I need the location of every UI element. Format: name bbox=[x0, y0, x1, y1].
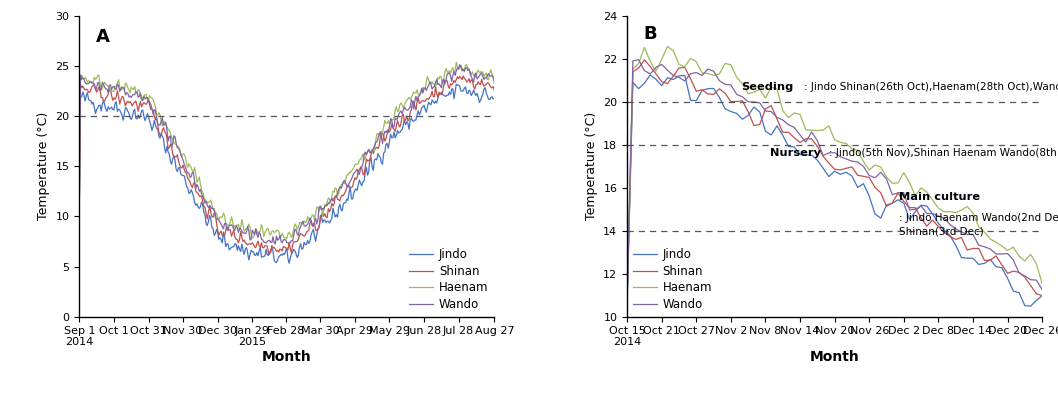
Haenam bbox=[150, 112, 163, 117]
Jindo bbox=[282, 261, 295, 266]
Jindo bbox=[325, 219, 338, 223]
Wando bbox=[73, 191, 86, 196]
Wando bbox=[1001, 251, 1014, 256]
Line: Wando: Wando bbox=[627, 60, 1042, 300]
Haenam bbox=[661, 44, 674, 49]
Wando bbox=[325, 198, 338, 203]
Wando bbox=[1036, 287, 1048, 292]
Haenam bbox=[984, 237, 997, 242]
Shinan bbox=[718, 91, 731, 95]
Shinan bbox=[972, 246, 985, 251]
Text: Main culture: Main culture bbox=[899, 192, 980, 202]
Line: Shinan: Shinan bbox=[627, 60, 1042, 298]
Shinan bbox=[621, 296, 634, 301]
Haenam bbox=[325, 200, 338, 204]
Wando bbox=[438, 82, 451, 87]
Line: Jindo: Jindo bbox=[79, 84, 494, 263]
Shinan bbox=[457, 74, 470, 78]
Wando bbox=[488, 81, 500, 86]
Haenam bbox=[73, 198, 86, 203]
Line: Haenam: Haenam bbox=[79, 62, 494, 238]
Jindo bbox=[765, 133, 778, 137]
Haenam bbox=[488, 76, 500, 80]
Jindo bbox=[972, 262, 985, 267]
Jindo bbox=[150, 126, 163, 131]
Wando bbox=[984, 247, 997, 251]
Haenam bbox=[333, 186, 346, 191]
Text: : Jindo(5th Nov),Shinan Haenam Wando(8th Nov): : Jindo(5th Nov),Shinan Haenam Wando(8th… bbox=[829, 148, 1058, 158]
Shinan bbox=[150, 114, 163, 119]
Wando bbox=[633, 57, 645, 62]
Haenam bbox=[280, 236, 293, 241]
Haenam bbox=[310, 205, 323, 209]
Jindo bbox=[310, 232, 323, 237]
Haenam bbox=[450, 60, 462, 65]
Jindo bbox=[834, 172, 846, 177]
Text: Nursery: Nursery bbox=[770, 148, 821, 158]
Text: : Jindo Shinan(26th Oct),Haenam(28th Oct),Wando(30th Oct): : Jindo Shinan(26th Oct),Haenam(28th Oct… bbox=[803, 82, 1058, 91]
Shinan bbox=[263, 252, 276, 257]
Wando bbox=[333, 185, 346, 189]
Wando bbox=[834, 154, 846, 159]
Wando bbox=[621, 298, 634, 303]
Shinan bbox=[85, 87, 97, 92]
Legend: Jindo, Shinan, Haenam, Wando: Jindo, Shinan, Haenam, Wando bbox=[633, 248, 712, 311]
Jindo bbox=[621, 301, 634, 306]
Line: Haenam: Haenam bbox=[627, 47, 1042, 296]
Shinan bbox=[438, 78, 451, 83]
Jindo bbox=[85, 98, 97, 103]
Shinan bbox=[638, 57, 651, 62]
Wando bbox=[269, 242, 281, 246]
Y-axis label: Temperature (°C): Temperature (°C) bbox=[585, 112, 598, 221]
Text: : Jindo Haenam Wando(2nd Dec),
Shinan(3rd Dec): : Jindo Haenam Wando(2nd Dec), Shinan(3r… bbox=[899, 213, 1058, 236]
Line: Shinan: Shinan bbox=[79, 76, 494, 255]
Jindo bbox=[1036, 293, 1048, 298]
Shinan bbox=[333, 199, 346, 204]
Shinan bbox=[1001, 271, 1014, 276]
Haenam bbox=[1001, 248, 1014, 253]
Jindo bbox=[438, 93, 451, 98]
Wando bbox=[972, 243, 985, 248]
Jindo bbox=[488, 96, 500, 101]
Wando bbox=[85, 80, 97, 84]
X-axis label: Month: Month bbox=[262, 350, 312, 364]
Shinan bbox=[310, 228, 323, 233]
Haenam bbox=[438, 70, 451, 75]
X-axis label: Month: Month bbox=[809, 350, 859, 364]
Legend: Jindo, Shinan, Haenam, Wando: Jindo, Shinan, Haenam, Wando bbox=[409, 248, 489, 311]
Wando bbox=[454, 63, 467, 67]
Text: Seeding: Seeding bbox=[742, 82, 794, 91]
Haenam bbox=[972, 225, 985, 229]
Jindo bbox=[73, 204, 86, 208]
Wando bbox=[718, 82, 731, 87]
Line: Wando: Wando bbox=[79, 65, 494, 244]
Shinan bbox=[765, 103, 778, 108]
Shinan bbox=[984, 258, 997, 263]
Shinan bbox=[73, 196, 86, 201]
Shinan bbox=[325, 207, 338, 212]
Line: Jindo: Jindo bbox=[627, 75, 1042, 306]
Haenam bbox=[85, 79, 97, 84]
Jindo bbox=[644, 72, 657, 77]
Jindo bbox=[1001, 276, 1014, 281]
Jindo bbox=[450, 82, 462, 87]
Jindo bbox=[333, 202, 346, 207]
Haenam bbox=[621, 293, 634, 298]
Shinan bbox=[488, 89, 500, 93]
Text: A: A bbox=[96, 28, 110, 46]
Shinan bbox=[834, 168, 846, 172]
Haenam bbox=[834, 140, 846, 145]
Text: B: B bbox=[643, 25, 657, 43]
Haenam bbox=[765, 85, 778, 89]
Y-axis label: Temperature (°C): Temperature (°C) bbox=[37, 112, 50, 221]
Jindo bbox=[1024, 304, 1037, 308]
Jindo bbox=[984, 257, 997, 262]
Shinan bbox=[1036, 293, 1048, 298]
Haenam bbox=[1036, 281, 1048, 286]
Wando bbox=[150, 116, 163, 121]
Wando bbox=[765, 109, 778, 114]
Haenam bbox=[718, 61, 731, 66]
Wando bbox=[310, 222, 323, 227]
Jindo bbox=[718, 107, 731, 111]
